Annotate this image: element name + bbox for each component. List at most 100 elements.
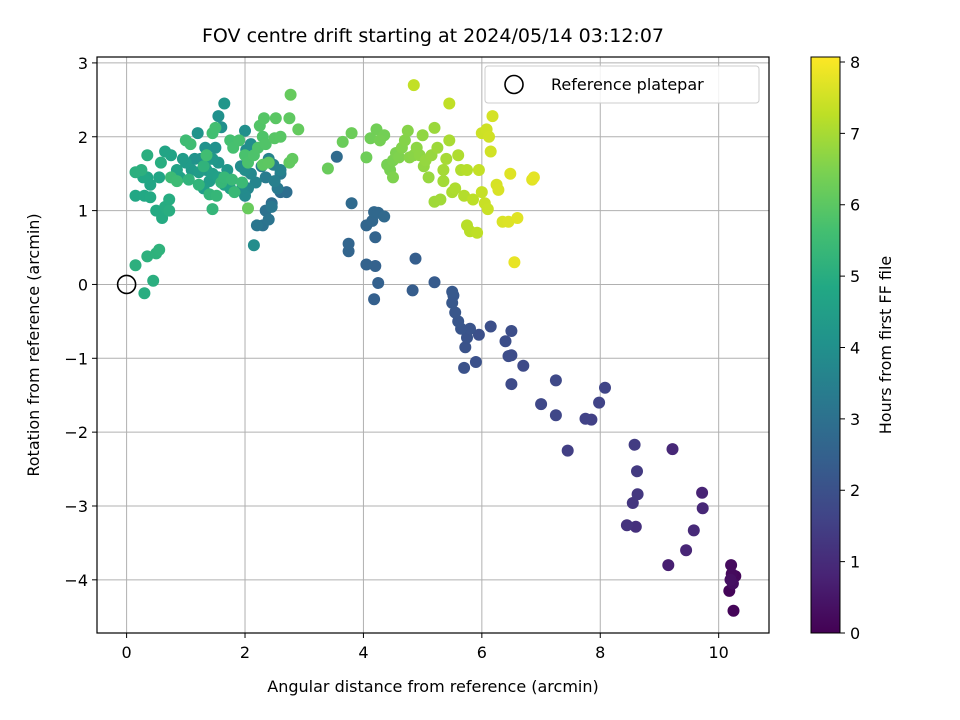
- data-point: [360, 151, 373, 164]
- data-point: [505, 325, 518, 337]
- y-tick-label: 2: [78, 128, 88, 147]
- data-point: [228, 186, 241, 199]
- data-point: [393, 151, 405, 164]
- colorbar-gradient: [810, 56, 841, 634]
- data-point: [443, 134, 456, 147]
- data-point: [283, 112, 296, 125]
- data-point: [170, 175, 183, 188]
- data-point: [144, 191, 157, 204]
- data-point: [492, 183, 505, 196]
- data-point: [452, 149, 465, 162]
- data-point: [631, 488, 644, 501]
- data-point: [666, 443, 679, 456]
- data-point: [549, 374, 562, 387]
- data-point: [696, 502, 709, 515]
- colorbar: 0 1 2 3 4 5 6 7 8 Hours from first FF file: [810, 53, 895, 643]
- data-point: [239, 124, 251, 137]
- colorbar-tick-label: 2: [850, 481, 860, 500]
- data-points: [129, 79, 742, 617]
- data-point: [505, 378, 518, 391]
- grid-lines: [97, 57, 769, 633]
- y-tick-label: 0: [78, 275, 88, 294]
- y-axis-label: Rotation from reference (arcmin): [24, 213, 43, 476]
- data-point: [464, 322, 476, 335]
- data-point: [458, 361, 471, 374]
- chart-title: FOV centre drift starting at 2024/05/14 …: [202, 25, 664, 47]
- data-point: [443, 97, 456, 110]
- data-point: [242, 202, 254, 215]
- data-point: [163, 204, 176, 217]
- colorbar-tick-label: 0: [850, 624, 860, 643]
- data-point: [475, 186, 488, 199]
- colorbar-tick-label: 4: [850, 338, 860, 357]
- data-point: [724, 573, 737, 586]
- data-point: [218, 97, 231, 110]
- data-point: [561, 444, 574, 457]
- data-point: [662, 559, 675, 572]
- data-point: [250, 219, 263, 232]
- data-point: [484, 145, 497, 158]
- data-point: [147, 274, 160, 287]
- data-point: [154, 156, 167, 169]
- legend-box: [484, 65, 760, 104]
- y-tick-label: −3: [64, 497, 88, 516]
- data-point: [321, 162, 334, 175]
- data-point: [368, 293, 381, 306]
- data-point: [269, 112, 282, 125]
- colorbar-tick-label: 5: [850, 267, 860, 286]
- data-point: [342, 237, 355, 250]
- data-point: [593, 396, 606, 409]
- x-tick-label: 6: [477, 643, 487, 662]
- data-point: [153, 171, 166, 184]
- data-point: [398, 134, 411, 147]
- data-point: [511, 212, 524, 224]
- data-point: [360, 258, 373, 271]
- plot-frame: [96, 56, 770, 634]
- colorbar-tick-label: 7: [850, 124, 860, 143]
- reference-platepar-marker: [116, 274, 137, 295]
- data-point: [437, 164, 450, 176]
- reference-marker: [116, 274, 137, 295]
- data-point: [428, 276, 441, 289]
- data-point: [286, 152, 299, 165]
- data-point: [259, 138, 272, 151]
- data-point: [472, 164, 485, 176]
- data-point: [549, 409, 562, 422]
- data-point: [696, 486, 709, 499]
- y-tick-label: 3: [78, 54, 88, 73]
- data-point: [631, 465, 643, 478]
- legend-marker-icon: [504, 74, 524, 95]
- data-point: [409, 252, 422, 265]
- data-point: [467, 193, 479, 206]
- data-point: [407, 79, 420, 92]
- data-point: [268, 175, 281, 188]
- data-point: [687, 524, 700, 537]
- data-point: [620, 519, 633, 532]
- data-point: [431, 141, 444, 154]
- data-point: [163, 193, 176, 206]
- data-point: [461, 164, 473, 176]
- colorbar-ticks: 0 1 2 3 4 5 6 7 8: [840, 53, 860, 643]
- data-point: [138, 287, 151, 300]
- data-point: [517, 359, 530, 372]
- x-tick-label: 0: [122, 643, 132, 662]
- data-point: [372, 277, 385, 289]
- data-point: [233, 134, 246, 147]
- y-tick-label: 1: [78, 202, 88, 221]
- y-axis-ticks: 3 2 1 0 −1 −2 −3 −4: [64, 54, 97, 590]
- x-axis-ticks: 0 2 4 6 8 10: [122, 633, 729, 662]
- data-point: [284, 88, 297, 101]
- data-point: [192, 178, 205, 191]
- data-point: [191, 127, 204, 140]
- data-point: [428, 121, 441, 134]
- x-tick-label: 10: [708, 643, 728, 662]
- data-point: [459, 341, 472, 354]
- data-point: [508, 256, 521, 269]
- x-axis-label: Angular distance from reference (arcmin): [267, 677, 598, 696]
- data-point: [176, 152, 189, 165]
- data-point: [374, 134, 386, 147]
- data-point: [369, 260, 382, 272]
- data-point: [274, 130, 287, 143]
- data-point: [153, 243, 166, 256]
- data-point: [499, 335, 512, 348]
